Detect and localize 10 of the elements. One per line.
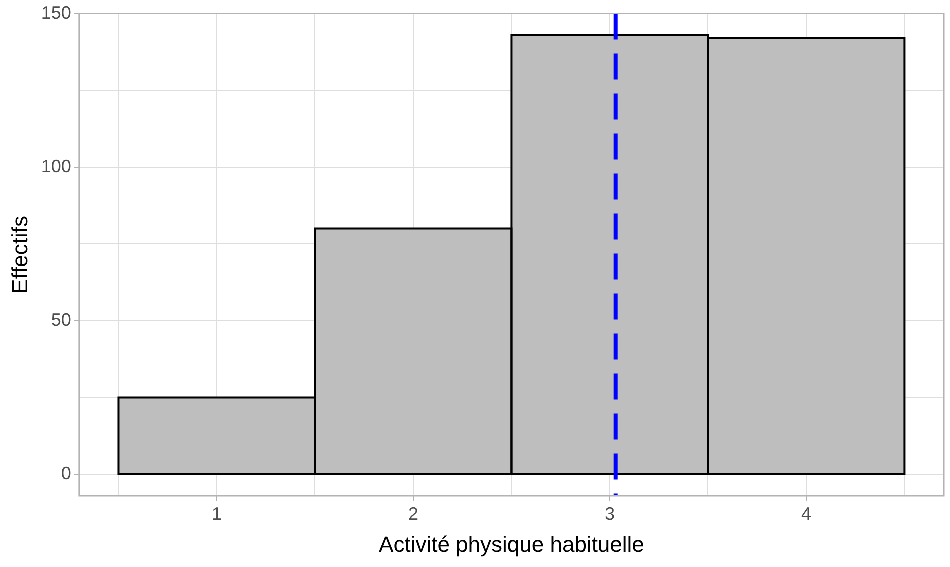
y-tick-label: 50 xyxy=(51,310,72,330)
x-axis-title: Activité physique habituelle xyxy=(379,532,644,557)
y-tick-label: 100 xyxy=(41,156,72,176)
y-tick-label: 150 xyxy=(41,2,72,23)
x-tick-label: 4 xyxy=(801,504,812,524)
x-tick-label: 1 xyxy=(212,504,222,524)
x-tick-label: 3 xyxy=(604,504,615,524)
y-axis-title: Effectifs xyxy=(7,216,32,294)
y-tick-label: 0 xyxy=(61,463,72,484)
x-tick-label: 2 xyxy=(408,504,418,524)
